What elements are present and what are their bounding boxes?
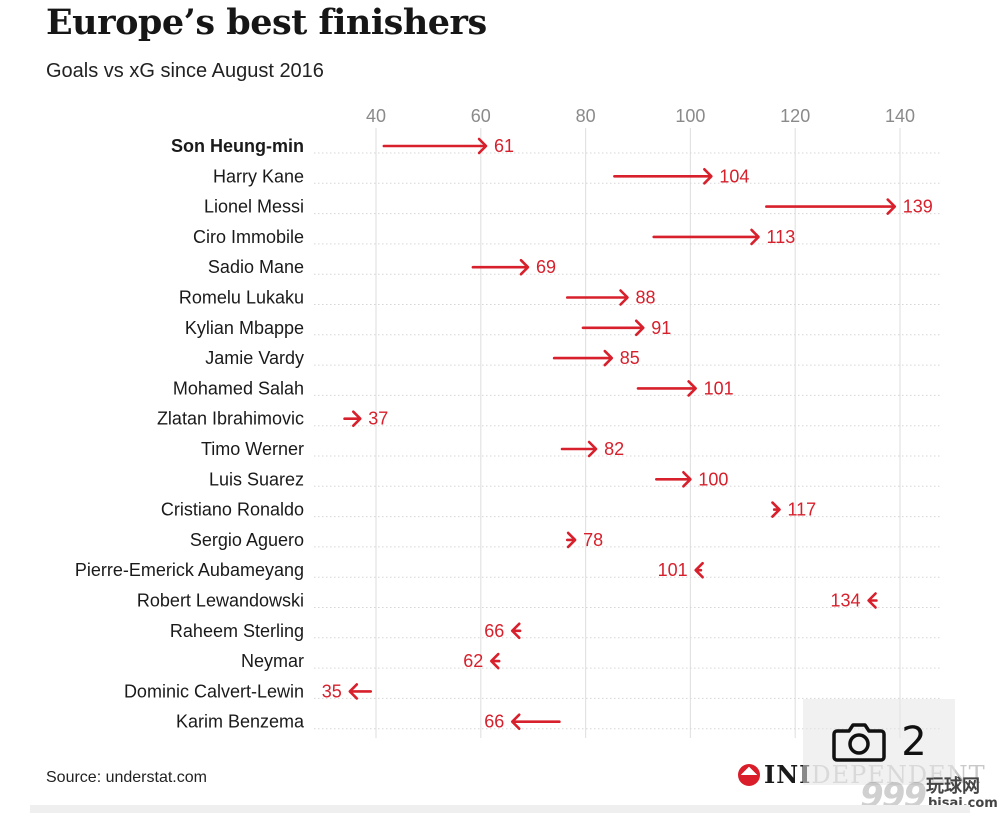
goals-value-label: 37 — [368, 409, 388, 429]
goals-value-label: 66 — [484, 712, 504, 732]
player-name-label: Jamie Vardy — [205, 348, 304, 368]
independent-eagle-icon — [738, 763, 760, 786]
arrow-head — [587, 440, 598, 458]
player-name-label: Romelu Lukaku — [179, 288, 304, 308]
goals-value-label: 101 — [704, 378, 734, 398]
player-name-label: Luis Suarez — [209, 469, 304, 489]
goals-value-label: 78 — [583, 530, 603, 550]
arrow-head — [519, 258, 530, 276]
arrow-head — [619, 289, 629, 306]
arrow-head — [510, 713, 521, 731]
chart-title: Europe’s best finishers — [46, 2, 487, 43]
goals-value-label: 117 — [787, 500, 816, 520]
player-name-label: Neymar — [241, 651, 304, 671]
arrow-head — [348, 683, 359, 700]
player-name-label: Raheem Sterling — [170, 621, 304, 641]
photo-count-badge[interactable]: 2 — [803, 699, 955, 785]
goals-value-label: 101 — [658, 560, 688, 580]
x-tick-label: 120 — [780, 106, 810, 126]
player-name-label: Son Heung-min — [171, 136, 304, 156]
player-name-label: Sergio Aguero — [190, 530, 304, 550]
goals-value-label: 85 — [620, 348, 640, 368]
goals-value-label: 104 — [719, 166, 749, 186]
arrow-head — [682, 470, 692, 488]
player-name-label: Lionel Messi — [204, 197, 304, 217]
player-name-label: Robert Lewandowski — [137, 591, 304, 611]
arrow-head — [477, 137, 488, 155]
arrow-head — [510, 622, 521, 640]
photo-count: 2 — [901, 719, 927, 765]
player-name-label: Dominic Calvert-Lewin — [124, 681, 304, 701]
arrow-head — [603, 349, 614, 367]
x-tick-label: 140 — [885, 106, 915, 126]
x-tick-label: 60 — [471, 106, 491, 126]
player-name-label: Sadio Mane — [208, 257, 304, 277]
player-name-label: Pierre-Emerick Aubameyang — [75, 560, 304, 580]
arrow-head — [867, 592, 877, 609]
watermark-chinese: 玩球网 — [926, 776, 980, 797]
goals-value-label: 62 — [463, 651, 483, 671]
finishers-chart: 40 60 80 100 120 140 Son Heung-min 61 Harry Kane… — [75, 106, 940, 738]
x-tick-label: 100 — [675, 106, 705, 126]
goals-value-label: 139 — [903, 197, 933, 217]
arrow-head — [703, 168, 713, 185]
goals-value-label: 88 — [636, 288, 656, 308]
goals-value-label: 91 — [651, 318, 671, 338]
player-name-label: Timo Werner — [201, 439, 304, 459]
arrow-head — [566, 531, 577, 549]
arrow-head — [771, 501, 781, 518]
arrow-head — [634, 319, 645, 337]
arrow-head — [489, 652, 500, 670]
player-name-label: Karim Benzema — [176, 712, 305, 732]
x-tick-label: 40 — [366, 106, 386, 126]
camera-icon — [832, 723, 887, 762]
chart-subtitle: Goals vs xG since August 2016 — [46, 60, 324, 82]
arrow-head — [694, 561, 704, 579]
goals-value-label: 69 — [536, 257, 556, 277]
player-name-label: Cristiano Ronaldo — [161, 500, 304, 520]
x-tick-label: 80 — [576, 106, 596, 126]
goals-value-label: 82 — [604, 439, 624, 459]
player-name-label: Harry Kane — [213, 166, 304, 186]
goals-value-label: 66 — [484, 621, 504, 641]
player-name-label: Mohamed Salah — [173, 378, 304, 398]
footer-divider — [30, 805, 970, 813]
arrow-head — [886, 198, 897, 215]
player-name-label: Zlatan Ibrahimovic — [157, 409, 304, 429]
goals-value-label: 35 — [322, 681, 342, 701]
arrow-head — [750, 228, 760, 246]
player-name-label: Ciro Immobile — [193, 227, 304, 247]
goals-value-label: 61 — [494, 136, 514, 156]
goals-value-label: 100 — [698, 469, 728, 489]
arrow-head — [351, 410, 362, 428]
player-name-label: Kylian Mbappe — [185, 318, 304, 338]
goals-value-label: 113 — [767, 227, 796, 247]
arrow-head — [687, 380, 697, 397]
source-note: Source: understat.com — [46, 769, 207, 786]
goals-value-label: 134 — [831, 591, 861, 611]
